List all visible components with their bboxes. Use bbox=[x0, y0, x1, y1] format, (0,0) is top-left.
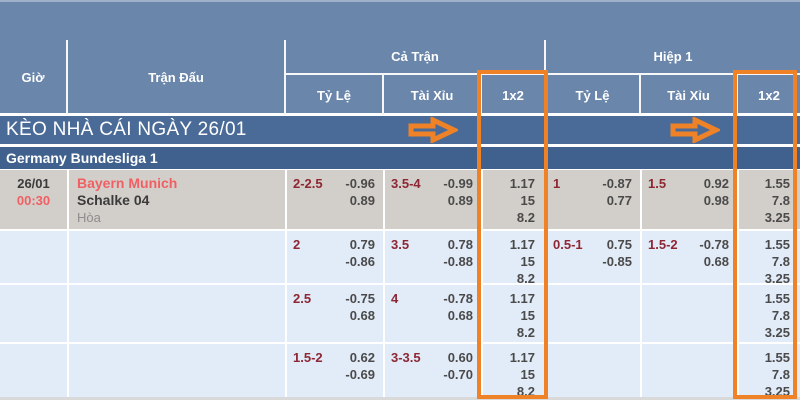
handicap-line: 2-2.5 bbox=[293, 176, 323, 191]
odds-values: 0.78 -0.88 bbox=[443, 237, 473, 269]
overunder-line: 4 bbox=[391, 291, 399, 306]
ft-1x2-odds[interactable]: 1.17 15 8.2 bbox=[483, 285, 545, 342]
odds-row-main: 26/01 00:30 Bayern Munich Schalke 04 Hòa… bbox=[0, 170, 800, 229]
ft-overunder-odds[interactable]: 3.5-4 -0.99 0.89 bbox=[385, 170, 481, 229]
banner-title: KÈO NHÀ CÁI NGÀY 26/01 bbox=[0, 116, 800, 144]
time-column-header: Giờ bbox=[21, 70, 45, 85]
match-teams-cell[interactable]: Bayern Munich Schalke 04 Hòa bbox=[69, 170, 285, 229]
odds-values: 0.60 -0.70 bbox=[443, 350, 473, 382]
odds-values: 0.79 -0.86 bbox=[345, 237, 375, 269]
ft-overunder-odds[interactable]: 4 -0.78 0.68 bbox=[385, 285, 481, 342]
h1-1x2-subheader: 1x2 bbox=[758, 87, 780, 103]
h1-overunder-odds[interactable] bbox=[642, 344, 737, 397]
match-time-cell: 26/01 00:30 bbox=[0, 170, 67, 229]
odds-values: -0.87 0.77 bbox=[602, 176, 632, 208]
odds-values: 0.75 -0.85 bbox=[602, 237, 632, 269]
h1-handicap-odds[interactable] bbox=[547, 344, 640, 397]
ft-overunder-odds[interactable]: 3-3.5 0.60 -0.70 bbox=[385, 344, 481, 397]
odds-values: 0.92 0.98 bbox=[703, 176, 729, 208]
odds-row-alt: 2 0.79 -0.86 3.5 0.78 -0.88 1.17 15 8.2 … bbox=[0, 231, 800, 283]
ft-handicap-odds[interactable]: 1.5-2 0.62 -0.69 bbox=[287, 344, 383, 397]
match-kickoff-time: 00:30 bbox=[16, 193, 51, 208]
h1-overunder-odds[interactable] bbox=[642, 285, 737, 342]
handicap-line: 2.5 bbox=[293, 291, 312, 306]
odds-values: -0.78 0.68 bbox=[699, 237, 729, 269]
handicap-line: 0.5-1 bbox=[553, 237, 583, 252]
h1-handicap-odds[interactable]: 0.5-1 0.75 -0.85 bbox=[547, 231, 640, 283]
overunder-line: 3-3.5 bbox=[391, 350, 421, 365]
h1-1x2-odds[interactable]: 1.55 7.8 3.25 bbox=[739, 231, 800, 283]
table-header: Giờ Trận Đấu Cả Trận Hiệp 1 Tỷ Lệ Tài Xỉ… bbox=[0, 0, 800, 115]
ft-handicap-odds[interactable]: 2 0.79 -0.86 bbox=[287, 231, 383, 283]
handicap-line: 1.5-2 bbox=[293, 350, 323, 365]
ft-overunder-odds[interactable]: 3.5 0.78 -0.88 bbox=[385, 231, 481, 283]
overunder-line: 3.5 bbox=[391, 237, 410, 252]
ft-overunder-subheader: Tài Xỉu bbox=[410, 87, 454, 103]
ft-1x2-odds[interactable]: 1.17 15 8.2 bbox=[483, 170, 545, 229]
handicap-line: 1 bbox=[553, 176, 561, 191]
league-name: Germany Bundesliga 1 bbox=[6, 150, 158, 166]
overunder-line: 1.5-2 bbox=[648, 237, 678, 252]
divider bbox=[639, 75, 641, 115]
odds-row-alt: 1.5-2 0.62 -0.69 3-3.5 0.60 -0.70 1.17 1… bbox=[0, 344, 800, 397]
ft-1x2-odds[interactable]: 1.17 15 8.2 bbox=[483, 344, 545, 397]
match-teams-cell bbox=[69, 231, 285, 283]
odds-row-alt: 2.5 -0.75 0.68 4 -0.78 0.68 1.17 15 8.2 … bbox=[0, 285, 800, 342]
arrow-right-icon bbox=[670, 117, 720, 143]
arrow-right-icon bbox=[408, 117, 458, 143]
h1-overunder-odds[interactable]: 1.5-2 -0.78 0.68 bbox=[642, 231, 737, 283]
h1-1x2-odds[interactable]: 1.55 7.8 3.25 bbox=[739, 344, 800, 397]
match-time-cell bbox=[0, 285, 67, 342]
match-column-header: Trận Đấu bbox=[148, 70, 204, 85]
h1-overunder-odds[interactable]: 1.5 0.92 0.98 bbox=[642, 170, 737, 229]
away-team: Schalke 04 bbox=[77, 192, 150, 208]
match-teams-cell bbox=[69, 344, 285, 397]
divider bbox=[382, 75, 384, 115]
match-time-cell bbox=[0, 344, 67, 397]
odds-values: 0.62 -0.69 bbox=[345, 350, 375, 382]
divider bbox=[66, 40, 68, 115]
first-half-group-header: Hiệp 1 bbox=[653, 49, 693, 64]
match-date: 26/01 bbox=[17, 176, 50, 191]
divider bbox=[285, 73, 800, 75]
league-row[interactable]: Germany Bundesliga 1 bbox=[0, 147, 800, 169]
match-teams-cell bbox=[69, 285, 285, 342]
odds-values: -0.78 0.68 bbox=[443, 291, 473, 323]
h1-1x2-odds[interactable]: 1.55 7.8 3.25 bbox=[739, 285, 800, 342]
odds-values: -0.75 0.68 bbox=[345, 291, 375, 323]
divider bbox=[284, 40, 286, 115]
h1-handicap-odds[interactable] bbox=[547, 285, 640, 342]
odds-values: -0.96 0.89 bbox=[345, 176, 375, 208]
match-time-cell bbox=[0, 231, 67, 283]
h1-overunder-subheader: Tài Xỉu bbox=[667, 87, 710, 103]
h1-handicap-odds[interactable]: 1 -0.87 0.77 bbox=[547, 170, 640, 229]
divider bbox=[480, 75, 482, 115]
ft-handicap-odds[interactable]: 2.5 -0.75 0.68 bbox=[287, 285, 383, 342]
divider bbox=[736, 75, 738, 115]
home-team: Bayern Munich bbox=[77, 175, 178, 191]
draw-label: Hòa bbox=[77, 210, 101, 225]
odds-values: -0.99 0.89 bbox=[443, 176, 473, 208]
handicap-line: 2 bbox=[293, 237, 301, 252]
ft-1x2-odds[interactable]: 1.17 15 8.2 bbox=[483, 231, 545, 283]
ft-handicap-odds[interactable]: 2-2.5 -0.96 0.89 bbox=[287, 170, 383, 229]
overunder-line: 1.5 bbox=[648, 176, 667, 191]
bottom-divider bbox=[0, 397, 800, 400]
h1-handicap-subheader: Tỷ Lệ bbox=[575, 87, 610, 103]
ft-handicap-subheader: Tỷ Lệ bbox=[317, 87, 351, 103]
full-time-group-header: Cả Trận bbox=[391, 49, 439, 64]
overunder-line: 3.5-4 bbox=[391, 176, 421, 191]
ft-1x2-subheader: 1x2 bbox=[502, 87, 524, 103]
h1-1x2-odds[interactable]: 1.55 7.8 3.25 bbox=[739, 170, 800, 229]
